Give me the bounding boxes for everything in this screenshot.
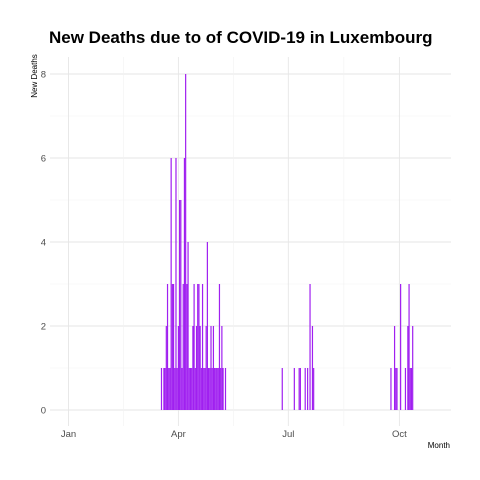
bar bbox=[198, 284, 199, 410]
bar bbox=[191, 368, 192, 410]
y-tick-label: 6 bbox=[41, 154, 46, 165]
bar bbox=[204, 368, 205, 410]
bar bbox=[394, 326, 395, 410]
y-tick-label: 4 bbox=[41, 238, 46, 249]
bar bbox=[203, 368, 204, 410]
bar bbox=[185, 74, 186, 410]
bar bbox=[219, 284, 220, 410]
bar bbox=[411, 368, 412, 410]
bar bbox=[410, 368, 411, 410]
bar bbox=[299, 368, 300, 410]
x-axis-ticks: Jan Apr Jul Oct bbox=[61, 429, 407, 440]
bar bbox=[171, 158, 172, 410]
bar bbox=[200, 326, 201, 410]
bar bbox=[390, 368, 391, 410]
bar bbox=[173, 284, 174, 410]
bar bbox=[180, 200, 181, 410]
bar bbox=[313, 368, 314, 410]
bar bbox=[307, 368, 308, 410]
bar bbox=[201, 368, 202, 410]
x-tick-label: Oct bbox=[392, 429, 407, 440]
bar bbox=[194, 284, 195, 410]
bar bbox=[210, 326, 211, 410]
bar bbox=[294, 368, 295, 410]
bar bbox=[189, 368, 190, 410]
x-tick-label: Jul bbox=[282, 429, 294, 440]
bar bbox=[215, 368, 216, 410]
bar bbox=[183, 284, 184, 410]
y-tick-label: 2 bbox=[41, 322, 46, 333]
bar bbox=[312, 326, 313, 410]
bar bbox=[395, 368, 396, 410]
bar bbox=[163, 368, 164, 410]
bar bbox=[282, 368, 283, 410]
bar bbox=[197, 284, 198, 410]
bar bbox=[186, 284, 187, 410]
bar bbox=[407, 326, 408, 410]
bar bbox=[192, 326, 193, 410]
bar bbox=[168, 368, 169, 410]
bar bbox=[400, 284, 401, 410]
bar bbox=[172, 284, 173, 410]
bar bbox=[216, 368, 217, 410]
bar bbox=[408, 284, 409, 410]
x-tick-label: Jan bbox=[61, 429, 76, 440]
bar bbox=[221, 326, 222, 410]
bar bbox=[202, 284, 203, 410]
bar bbox=[190, 368, 191, 410]
bar bbox=[195, 368, 196, 410]
bar bbox=[214, 368, 215, 410]
bar bbox=[209, 368, 210, 410]
bar bbox=[225, 368, 226, 410]
bar bbox=[177, 368, 178, 410]
bar bbox=[222, 368, 223, 410]
bar bbox=[213, 326, 214, 410]
bar bbox=[405, 368, 406, 410]
bar bbox=[212, 368, 213, 410]
bar bbox=[207, 242, 208, 410]
bar bbox=[300, 368, 301, 410]
bar bbox=[178, 326, 179, 410]
y-tick-label: 0 bbox=[41, 406, 46, 417]
bar bbox=[220, 368, 221, 410]
bar bbox=[165, 368, 166, 410]
bar bbox=[166, 326, 167, 410]
bar bbox=[175, 158, 176, 410]
bar bbox=[206, 326, 207, 410]
bar bbox=[181, 368, 182, 410]
y-tick-label: 8 bbox=[41, 70, 46, 81]
y-axis-label: New Deaths bbox=[30, 54, 39, 98]
bar bbox=[396, 368, 397, 410]
bar bbox=[167, 284, 168, 410]
bar bbox=[174, 368, 175, 410]
bar bbox=[187, 242, 188, 410]
bar bbox=[208, 368, 209, 410]
x-tick-label: Apr bbox=[171, 429, 186, 440]
bar bbox=[184, 158, 185, 410]
bar bbox=[196, 326, 197, 410]
y-axis-ticks: 0 2 4 6 8 bbox=[41, 70, 46, 417]
bar bbox=[412, 326, 413, 410]
bar bbox=[161, 368, 162, 410]
bar bbox=[179, 200, 180, 410]
bar bbox=[309, 284, 310, 410]
x-axis-label: Month bbox=[428, 441, 450, 450]
bar bbox=[169, 368, 170, 410]
bar bbox=[305, 368, 306, 410]
chart-title: New Deaths due to of COVID-19 in Luxembo… bbox=[49, 28, 432, 47]
bar bbox=[218, 368, 219, 410]
